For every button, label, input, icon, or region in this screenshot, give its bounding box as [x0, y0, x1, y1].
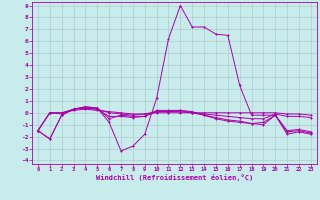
X-axis label: Windchill (Refroidissement éolien,°C): Windchill (Refroidissement éolien,°C): [96, 174, 253, 181]
